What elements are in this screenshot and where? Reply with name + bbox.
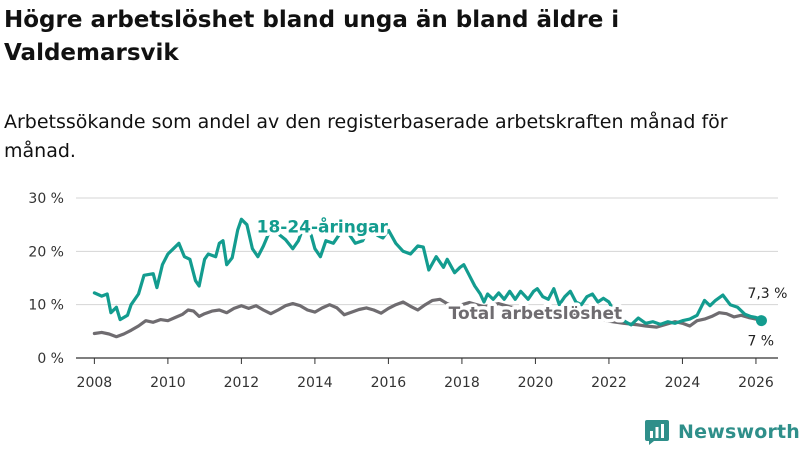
- x-tick-label: 2022: [591, 375, 627, 391]
- youth-end-value: 7,3 %: [747, 286, 787, 302]
- brand-name: Newsworthy: [678, 421, 800, 443]
- x-tick-label: 2024: [665, 375, 701, 391]
- chart-subtitle: Arbetssökande som andel av den registerb…: [4, 111, 728, 162]
- y-tick-label: 30 %: [28, 191, 64, 207]
- newsworthy-logo[interactable]: Newsworthy: [644, 419, 800, 445]
- total-series-label: Total arbetslöshet: [449, 304, 623, 324]
- total-series-line: [92, 297, 764, 339]
- youth-series-line: [92, 217, 764, 327]
- bar-chart-icon: [645, 420, 669, 445]
- total-end-value: 7 %: [747, 334, 774, 350]
- x-tick-label: 2018: [444, 375, 480, 391]
- end-marker: [755, 315, 767, 327]
- x-axis: 2008 2010 2012 2014 2016 2018 2020 2022 2024 2026: [76, 357, 778, 391]
- y-tick-label: 10 %: [28, 298, 64, 314]
- x-tick-label: 2016: [371, 375, 407, 391]
- series-lines: [92, 217, 764, 339]
- line-chart: 0 % 10 % 20 % 30 % 2008 2010 2012 2014 2016 2018…: [28, 191, 787, 391]
- x-tick-label: 2012: [224, 375, 260, 391]
- y-tick-label: 20 %: [28, 244, 64, 260]
- x-tick-label: 2014: [297, 375, 333, 391]
- y-axis: 0 % 10 % 20 % 30 %: [28, 191, 64, 367]
- x-tick-label: 2026: [738, 375, 774, 391]
- x-tick-label: 2010: [150, 375, 186, 391]
- youth-series-label-halo: 18-24-åringar: [257, 216, 389, 238]
- x-tick-label: 2008: [77, 375, 113, 391]
- y-tick-label: 0 %: [37, 351, 64, 367]
- youth-series-label: 18-24-åringar: [257, 216, 389, 238]
- total-series-label-halo: Total arbetslöshet: [449, 304, 623, 324]
- x-tick-label: 2020: [518, 375, 554, 391]
- chart-title: Högre arbetslöshet bland unga än bland ä…: [4, 7, 620, 66]
